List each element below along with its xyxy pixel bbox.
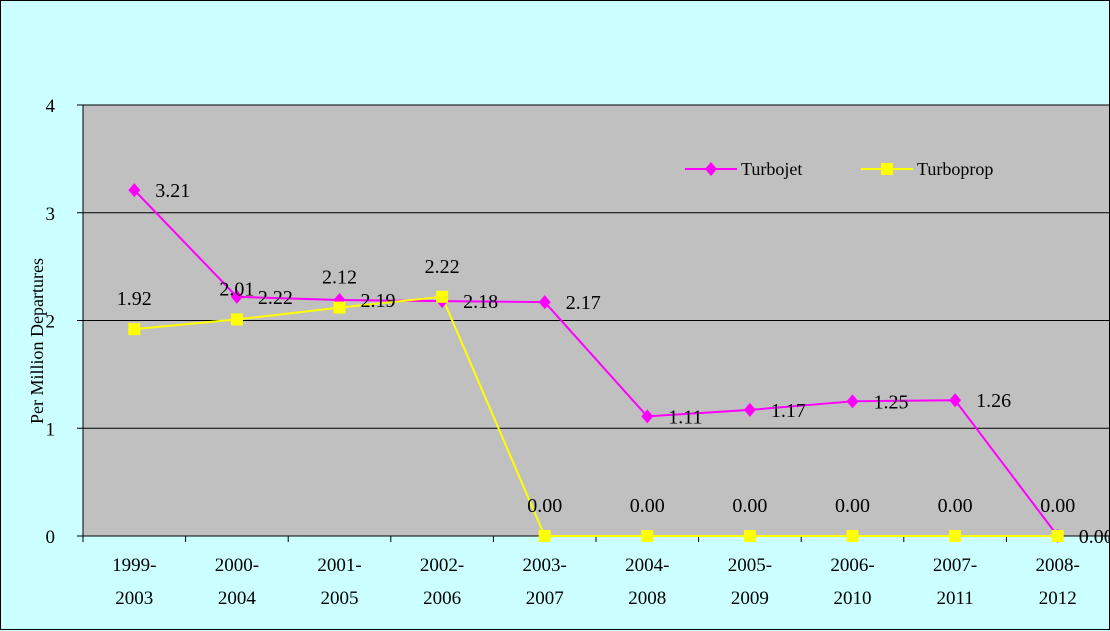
turboprop-data-label: 2.12 [322, 267, 357, 289]
turboprop-point [641, 530, 654, 542]
turboprop-data-label: 0.00 [835, 495, 870, 517]
x-tick-label-line: 2006- [830, 555, 874, 576]
turbojet-point [743, 402, 756, 417]
turboprop-point [436, 290, 449, 303]
x-tick-label-line: 2003 [115, 588, 153, 609]
series [128, 183, 1064, 543]
y-tick-label: 4 [46, 96, 56, 117]
x-tick-label-line: 2009 [731, 588, 769, 609]
x-tick-label-line: 2004 [218, 588, 257, 609]
turbojet-data-label: 1.11 [668, 406, 702, 428]
x-tick-label-line: 2003- [523, 555, 567, 576]
y-tick-label: 0 [46, 527, 56, 548]
x-tick-label-line: 2004- [625, 555, 669, 576]
turboprop-point [538, 530, 551, 542]
turbojet-point [538, 295, 551, 310]
turbojet-data-label: 3.21 [155, 180, 190, 202]
turbojet-data-label: 1.25 [874, 391, 909, 413]
turbojet-data-label: 2.19 [361, 290, 396, 312]
x-tick-label-line: 2011 [936, 588, 973, 609]
turbojet-data-label: 2.22 [258, 287, 293, 309]
x-tick-label: 2006- 2010 [830, 555, 874, 609]
turboprop-data-label: 0.00 [527, 495, 562, 517]
y-tick-label: 1 [46, 419, 56, 440]
series-line-turbojet [133, 189, 1059, 537]
axes: 012341999-20032000-20042001-20052002-200… [46, 96, 1110, 609]
turbojet-data-label: 2.17 [566, 292, 601, 314]
x-tick-label-line: 2007- [933, 555, 977, 576]
data-labels: 3.21 2.22 2.19 2.18 2.17 1.11 1.17 1.25 1.26 0.00… [117, 180, 1110, 548]
x-tick-label-line: 2010 [834, 588, 872, 609]
turboprop-point [846, 530, 859, 542]
turboprop-data-label: 0.00 [630, 495, 665, 517]
x-tick-label-line: 2005- [728, 555, 772, 576]
turboprop-data-label: 1.92 [117, 288, 152, 310]
x-tick-label: 2004- 2008 [625, 555, 669, 609]
series-line-turboprop [134, 295, 1058, 537]
x-tick-label-line: 2001- [317, 555, 361, 576]
turboprop-data-label: 0.00 [1040, 495, 1075, 517]
y-axis-title: Per Million Departures [27, 258, 47, 424]
x-tick-label-line: 2000- [215, 555, 259, 576]
legend-marker-turbojet [705, 162, 717, 176]
x-tick-label: 2005- 2009 [728, 555, 772, 609]
turbojet-data-label: 2.18 [463, 291, 498, 313]
turbojet-point [846, 394, 859, 409]
x-tick-label-line: 1999- [112, 555, 156, 576]
turboprop-data-label: 0.00 [732, 495, 767, 517]
turboprop-data-label: 0.00 [938, 495, 973, 517]
x-tick-label: 2000- 2004 [215, 555, 259, 609]
turboprop-data-label: 2.01 [219, 278, 254, 300]
x-tick-label-line: 2006 [423, 588, 461, 609]
x-tick-label-line: 2012 [1039, 588, 1077, 609]
turboprop-point [743, 530, 756, 542]
turbojet-point [641, 409, 654, 424]
x-tick-label-line: 2008 [628, 588, 666, 609]
turboprop-point [333, 301, 346, 314]
x-tick-label: 2002- 2006 [420, 555, 464, 609]
legend-label-turbojet: Turbojet [741, 159, 802, 179]
turbojet-point [230, 289, 243, 304]
x-tick-label-line: 2008- [1036, 555, 1080, 576]
turboprop-point [1051, 530, 1064, 542]
turbojet-data-label: 1.26 [976, 390, 1011, 412]
x-tick-label: 1999- 2003 [112, 555, 156, 609]
turbojet-data-label: 0.00 [1079, 526, 1110, 548]
x-tick-label-line: 2007 [526, 588, 564, 609]
turboprop-data-label: 2.22 [425, 256, 460, 278]
turbojet-point [949, 393, 962, 408]
y-tick-label: 2 [46, 312, 56, 333]
turboprop-point [128, 323, 141, 336]
x-tick-label: 2001- 2005 [317, 555, 361, 609]
turboprop-point [949, 530, 962, 542]
x-tick-label: 2007- 2011 [933, 555, 977, 609]
x-tick-label: 2003- 2007 [523, 555, 567, 609]
legend: Turbojet Turboprop [685, 159, 993, 179]
turbojet-point [128, 183, 141, 198]
x-tick-label-line: 2005 [321, 588, 359, 609]
turbojet-data-label: 1.17 [771, 400, 806, 422]
legend-marker-turboprop [881, 163, 893, 175]
y-tick-label: 3 [46, 204, 56, 225]
legend-label-turboprop: Turboprop [917, 159, 993, 179]
turboprop-point [230, 313, 243, 326]
x-tick-label: 2008- 2012 [1036, 555, 1080, 609]
x-tick-label-line: 2002- [420, 555, 464, 576]
